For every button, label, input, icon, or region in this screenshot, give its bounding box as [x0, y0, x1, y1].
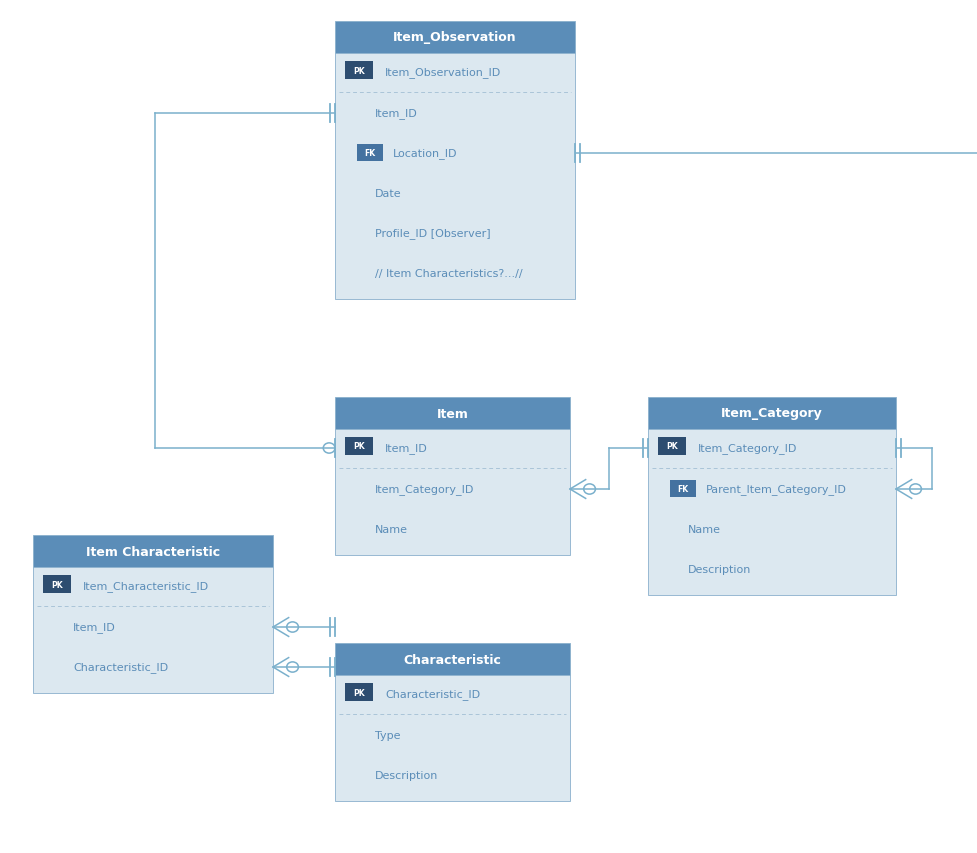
FancyBboxPatch shape: [335, 397, 570, 430]
FancyBboxPatch shape: [345, 683, 372, 701]
Text: Item_Observation: Item_Observation: [393, 32, 516, 44]
FancyBboxPatch shape: [658, 438, 685, 456]
Text: PK: PK: [51, 580, 63, 589]
Text: Name: Name: [374, 525, 407, 534]
FancyBboxPatch shape: [335, 676, 570, 801]
FancyBboxPatch shape: [335, 22, 574, 54]
FancyBboxPatch shape: [335, 54, 574, 299]
FancyBboxPatch shape: [648, 397, 895, 430]
FancyBboxPatch shape: [669, 480, 696, 497]
Text: Item_Observation_ID: Item_Observation_ID: [385, 67, 501, 78]
Text: PK: PK: [353, 442, 364, 451]
Text: FK: FK: [364, 148, 375, 158]
Text: Profile_ID [Observer]: Profile_ID [Observer]: [374, 229, 490, 239]
Text: Characteristic_ID: Characteristic_ID: [73, 662, 168, 673]
Text: Item_Category_ID: Item_Category_ID: [374, 484, 474, 495]
Text: Characteristic_ID: Characteristic_ID: [385, 688, 480, 699]
Text: Location_ID: Location_ID: [393, 148, 457, 160]
Text: Date: Date: [374, 189, 402, 199]
Text: Description: Description: [687, 565, 750, 574]
Text: PK: PK: [353, 688, 364, 697]
Text: Item Characteristic: Item Characteristic: [86, 545, 220, 558]
Text: Item_Category_ID: Item_Category_ID: [698, 443, 796, 454]
Text: PK: PK: [665, 442, 677, 451]
FancyBboxPatch shape: [345, 62, 372, 80]
FancyBboxPatch shape: [357, 145, 383, 162]
Text: FK: FK: [677, 485, 688, 493]
FancyBboxPatch shape: [33, 567, 273, 693]
Text: Item_Characteristic_ID: Item_Characteristic_ID: [83, 581, 209, 592]
FancyBboxPatch shape: [345, 438, 372, 456]
FancyBboxPatch shape: [648, 430, 895, 595]
FancyBboxPatch shape: [43, 575, 71, 594]
Text: Item_ID: Item_ID: [385, 443, 427, 454]
FancyBboxPatch shape: [335, 643, 570, 676]
Text: PK: PK: [353, 67, 364, 75]
FancyBboxPatch shape: [335, 430, 570, 555]
Text: Description: Description: [374, 770, 438, 780]
Text: Item_ID: Item_ID: [374, 108, 417, 119]
Text: Item: Item: [436, 407, 468, 420]
Text: Type: Type: [374, 730, 401, 740]
Text: Parent_Item_Category_ID: Parent_Item_Category_ID: [705, 484, 846, 495]
Text: // Item Characteristics?...//: // Item Characteristics?...//: [374, 269, 522, 279]
Text: Name: Name: [687, 525, 720, 534]
Text: Item_Category: Item_Category: [720, 407, 822, 420]
FancyBboxPatch shape: [33, 536, 273, 567]
Text: Item_ID: Item_ID: [73, 622, 115, 633]
Text: Characteristic: Characteristic: [404, 653, 501, 665]
